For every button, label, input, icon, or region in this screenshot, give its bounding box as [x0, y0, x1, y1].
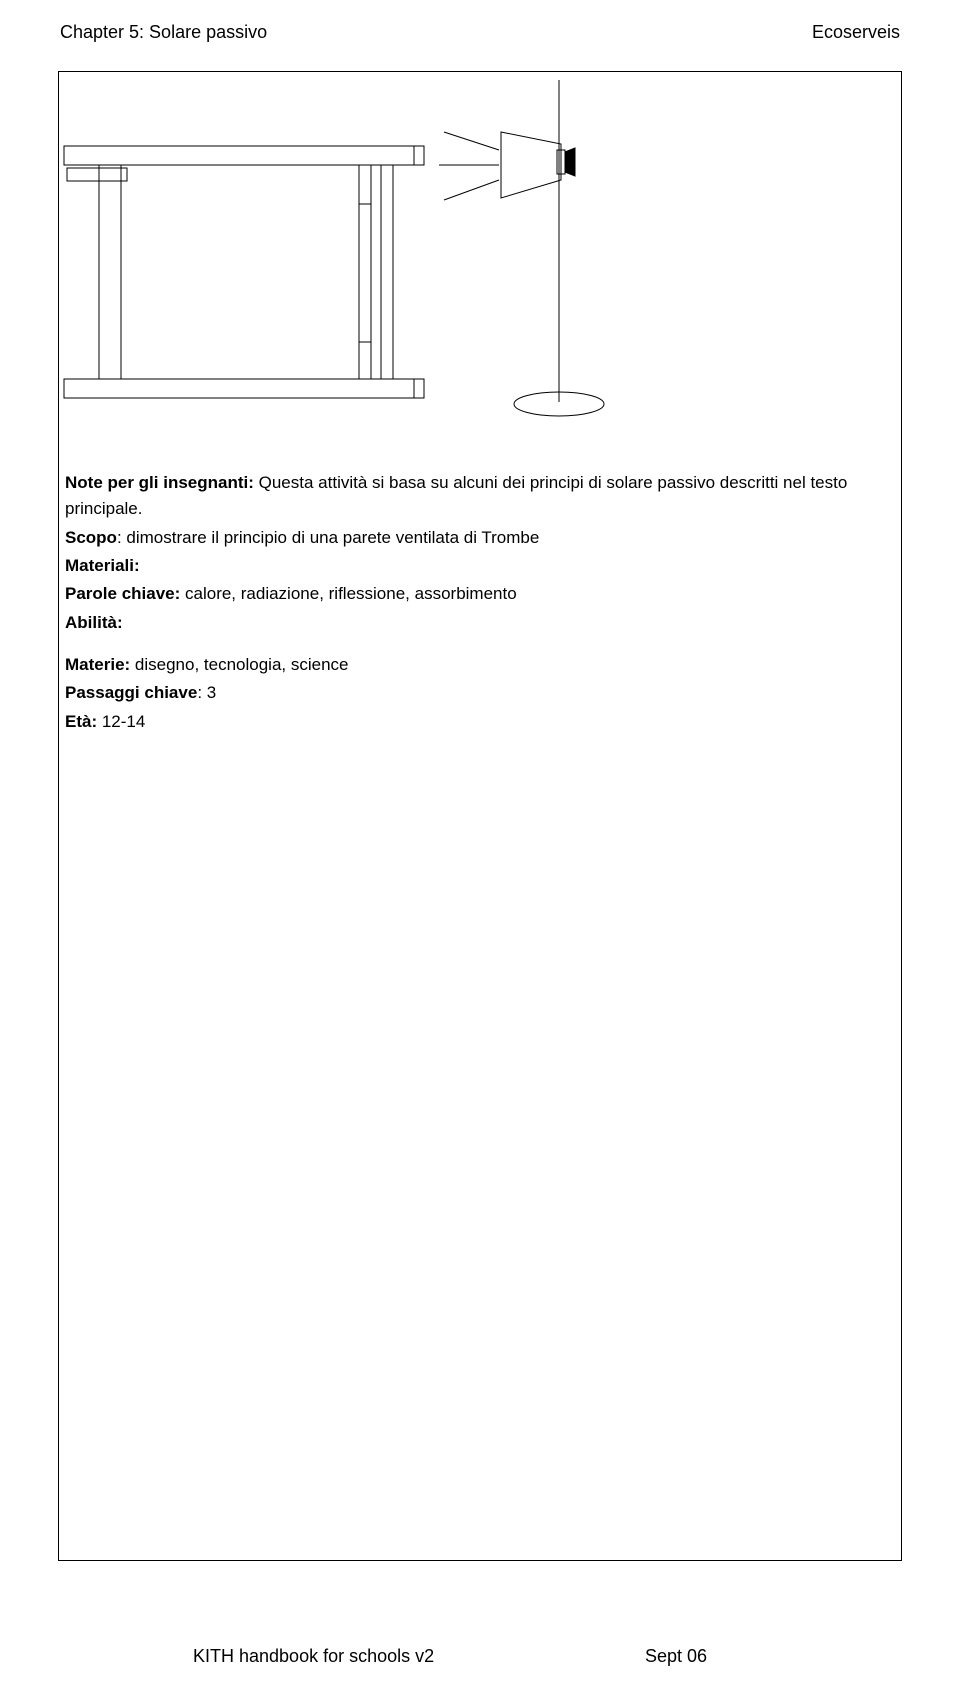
content-box: Note per gli insegnanti: Questa attività… [58, 71, 902, 1561]
parole-line: Parole chiave: calore, radiazione, rifle… [65, 581, 895, 607]
note-label: Note per gli insegnanti: [65, 473, 254, 492]
materiali-label: Materiali: [65, 556, 140, 575]
abilita-line: Abilità: [65, 610, 895, 636]
eta-label: Età: [65, 712, 97, 731]
text-block: Note per gli insegnanti: Questa attività… [59, 462, 901, 735]
materie-text: disegno, tecnologia, science [130, 655, 348, 674]
materiali-line: Materiali: [65, 553, 895, 579]
passaggi-line: Passaggi chiave: 3 [65, 680, 895, 706]
trombe-wall-diagram [59, 72, 901, 462]
materie-line: Materie: disegno, tecnologia, science [65, 652, 895, 678]
note-line: Note per gli insegnanti: Questa attività… [65, 470, 895, 523]
materie-label: Materie: [65, 655, 130, 674]
abilita-label: Abilità: [65, 613, 123, 632]
header-left: Chapter 5: Solare passivo [60, 22, 267, 43]
scopo-line: Scopo: dimostrare il principio di una pa… [65, 525, 895, 551]
scopo-text: : dimostrare il principio di una parete … [117, 528, 539, 547]
parole-label: Parole chiave: [65, 584, 180, 603]
footer-left: KITH handbook for schools v2 [193, 1646, 434, 1667]
scopo-label: Scopo [65, 528, 117, 547]
parole-text: calore, radiazione, riflessione, assorbi… [180, 584, 516, 603]
eta-line: Età: 12-14 [65, 709, 895, 735]
passaggi-label: Passaggi chiave [65, 683, 197, 702]
page-header: Chapter 5: Solare passivo Ecoserveis [0, 0, 960, 43]
eta-text: 12-14 [97, 712, 145, 731]
passaggi-text: : 3 [197, 683, 216, 702]
footer-right: Sept 06 [645, 1646, 707, 1667]
header-right: Ecoserveis [812, 22, 900, 43]
